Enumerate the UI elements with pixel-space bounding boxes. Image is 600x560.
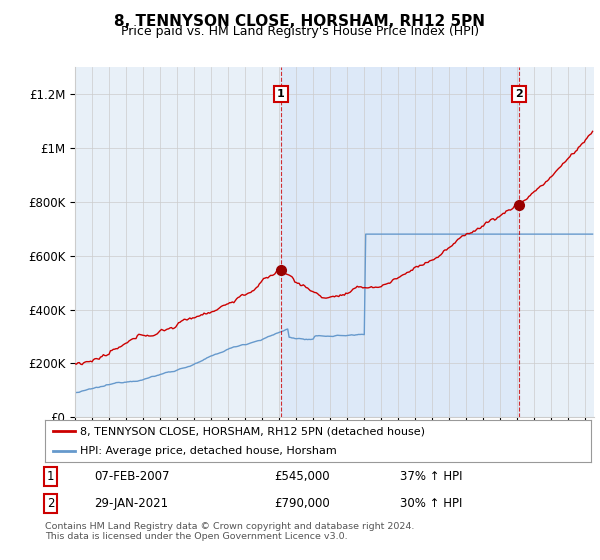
Text: 07-FEB-2007: 07-FEB-2007 (94, 470, 170, 483)
Text: 1: 1 (47, 470, 54, 483)
Text: 30% ↑ HPI: 30% ↑ HPI (400, 497, 462, 510)
Text: £790,000: £790,000 (274, 497, 330, 510)
Bar (281, 67, 519, 417)
Text: 37% ↑ HPI: 37% ↑ HPI (400, 470, 463, 483)
Text: 8, TENNYSON CLOSE, HORSHAM, RH12 5PN: 8, TENNYSON CLOSE, HORSHAM, RH12 5PN (115, 14, 485, 29)
Text: Contains HM Land Registry data © Crown copyright and database right 2024.
This d: Contains HM Land Registry data © Crown c… (45, 522, 415, 542)
Text: 8, TENNYSON CLOSE, HORSHAM, RH12 5PN (detached house): 8, TENNYSON CLOSE, HORSHAM, RH12 5PN (de… (80, 426, 425, 436)
Text: £545,000: £545,000 (274, 470, 330, 483)
Text: 29-JAN-2021: 29-JAN-2021 (94, 497, 168, 510)
Text: 2: 2 (47, 497, 54, 510)
Text: Price paid vs. HM Land Registry's House Price Index (HPI): Price paid vs. HM Land Registry's House … (121, 25, 479, 38)
Text: 1: 1 (277, 89, 284, 99)
Text: HPI: Average price, detached house, Horsham: HPI: Average price, detached house, Hors… (80, 446, 337, 456)
Text: 2: 2 (515, 89, 523, 99)
